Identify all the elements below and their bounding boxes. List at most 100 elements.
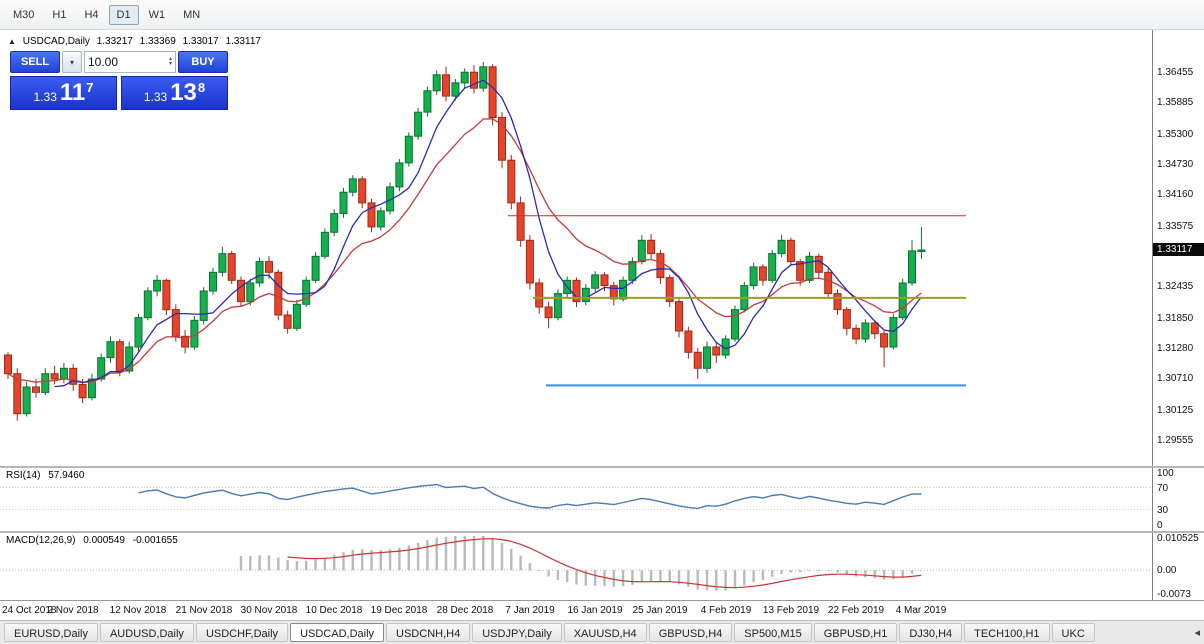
chart-tab-usdcad-daily[interactable]: USDCAD,Daily: [290, 623, 385, 642]
price-scale-label: 1.31850: [1157, 313, 1194, 324]
chart-tab-dj30-h4[interactable]: DJ30,H4: [899, 623, 963, 642]
chart-tab-usdcnh-h4[interactable]: USDCNH,H4: [386, 623, 471, 642]
chart-tabs-bar: ◂ EURUSD,Daily AUDUSD,Daily USDCHF,Daily US…: [0, 620, 1204, 644]
one-click-toggle-icon[interactable]: ▲: [8, 37, 16, 46]
spinner-up-icon[interactable]: ▴: [168, 56, 172, 62]
price-scale-label: 1.36455: [1157, 67, 1194, 78]
macd-plot[interactable]: [0, 533, 1152, 600]
chart-tab-gbpusd-h1[interactable]: GBPUSD,H1: [813, 623, 898, 642]
date-label: 13 Feb 2019: [762, 605, 820, 616]
date-label: 24 Oct 2018: [2, 605, 57, 616]
price-scale-label: 1.35300: [1157, 129, 1194, 140]
chart-tab-ukc[interactable]: UKC: [1051, 623, 1095, 642]
price-scale-label: 1.34730: [1157, 159, 1194, 170]
price-scale-label: 1.30125: [1157, 405, 1194, 416]
timeframe-button-h4[interactable]: H4: [76, 5, 106, 25]
sell-price-big: 1.33: [33, 90, 57, 104]
chart-tab-tech100-h1[interactable]: TECH100,H1: [964, 623, 1050, 642]
timeframe-button-h1[interactable]: H1: [44, 5, 74, 25]
timeframe-toolbar: M30 H1 H4 D1 W1 MN: [0, 0, 1204, 30]
date-label: 12 Nov 2018: [109, 605, 167, 616]
sell-price-sup: 7: [86, 79, 94, 95]
ohlc-low: 1.33017: [182, 36, 219, 47]
buy-price-sup: 8: [197, 79, 206, 95]
timeframe-button-d1[interactable]: D1: [108, 4, 139, 25]
price-scale-label: 1.35885: [1157, 97, 1194, 108]
rsi-plot[interactable]: [0, 468, 1152, 531]
price-scale-label: 1.33575: [1157, 221, 1194, 232]
current-price-badge: 1.33117: [1153, 243, 1204, 256]
date-label: 7 Jan 2019: [505, 605, 555, 616]
macd-label: MACD(12,26,9) 0.000549 -0.001655: [6, 535, 183, 546]
date-label: 4 Feb 2019: [700, 605, 752, 616]
rsi-name: RSI(14): [6, 470, 41, 481]
price-scale-label: 1.30710: [1157, 373, 1194, 384]
pane-splitter[interactable]: [0, 531, 1204, 533]
price-scale-label: 1.34160: [1157, 189, 1194, 200]
price-scale-label: 1.32435: [1157, 281, 1194, 292]
spinner-down-icon[interactable]: ▾: [168, 61, 172, 67]
chart-tab-eurusd-daily[interactable]: EURUSD,Daily: [4, 623, 98, 642]
rsi-value: 57.9460: [48, 470, 85, 481]
macd-scale-label: 0.010525: [1157, 533, 1199, 544]
ohlc-high: 1.33369: [139, 36, 176, 47]
macd-value: 0.000549: [83, 535, 125, 546]
macd-scale: 0.010525 0.00 -0.0073: [1152, 533, 1204, 600]
buy-price-mid: 13: [170, 79, 197, 106]
chart-tab-usdjpy-daily[interactable]: USDJPY,Daily: [472, 623, 562, 642]
buy-button[interactable]: BUY: [178, 51, 228, 73]
price-scale-label: 1.31280: [1157, 343, 1194, 354]
macd-signal-value: -0.001655: [132, 535, 178, 546]
date-label: 28 Dec 2018: [436, 605, 494, 616]
ohlc-open: 1.33217: [96, 36, 133, 47]
main-chart-pane[interactable]: ▲ USDCAD,Daily 1.33217 1.33369 1.33017 1…: [0, 30, 1152, 466]
macd-pane[interactable]: MACD(12,26,9) 0.000549 -0.001655: [0, 533, 1152, 600]
chart-tab-audusd-daily[interactable]: AUDUSD,Daily: [99, 623, 194, 642]
time-axis[interactable]: 24 Oct 2018 2 Nov 2018 12 Nov 2018 21 Nov 2…: [0, 600, 1204, 620]
volume-input[interactable]: 10.00 ▴ ▾: [84, 51, 176, 73]
date-label: 21 Nov 2018: [175, 605, 233, 616]
chevron-down-icon: ▾: [69, 57, 74, 67]
rsi-pane[interactable]: RSI(14) 57.9460: [0, 468, 1152, 531]
price-scale-label: 1.29555: [1157, 435, 1194, 446]
timeframe-button-w1[interactable]: W1: [141, 5, 174, 25]
date-label: 2 Nov 2018: [47, 605, 99, 616]
candlestick-chart[interactable]: [0, 30, 1152, 466]
buy-price-big: 1.33: [143, 90, 168, 104]
chart-tab-usdchf-daily[interactable]: USDCHF,Daily: [195, 623, 289, 642]
date-label: 10 Dec 2018: [305, 605, 363, 616]
sell-price-panel[interactable]: 1.33 11 7: [10, 76, 117, 110]
chart-ohlc-header: ▲ USDCAD,Daily 1.33217 1.33369 1.33017 1…: [8, 36, 265, 47]
volume-dropdown-button[interactable]: ▾: [62, 51, 82, 73]
date-label: 4 Mar 2019: [895, 605, 947, 616]
buy-price-panel[interactable]: 1.33 13 8: [121, 76, 228, 110]
sell-button[interactable]: SELL: [10, 51, 60, 73]
tab-scroll-left-icon[interactable]: ◂: [1194, 627, 1200, 639]
rsi-scale-label: 100: [1157, 468, 1174, 479]
date-label: 25 Jan 2019: [632, 605, 688, 616]
pane-splitter[interactable]: [0, 466, 1204, 468]
date-label: 19 Dec 2018: [370, 605, 428, 616]
timeframe-button-m30[interactable]: M30: [5, 5, 42, 25]
chart-tab-sp500-m15[interactable]: SP500,M15: [734, 623, 812, 642]
sell-price-mid: 11: [59, 79, 86, 106]
macd-name: MACD(12,26,9): [6, 535, 76, 546]
macd-scale-label: -0.0073: [1157, 589, 1191, 600]
rsi-label: RSI(14) 57.9460: [6, 470, 89, 481]
one-click-trading-panel: SELL ▾ 10.00 ▴ ▾ BUY 1.33 11 7: [10, 51, 228, 110]
date-label: 16 Jan 2019: [567, 605, 623, 616]
volume-spinner[interactable]: ▴ ▾: [168, 56, 172, 67]
rsi-scale-label: 70: [1157, 483, 1169, 494]
chart-tab-xauusd-h4[interactable]: XAUUSD,H4: [563, 623, 647, 642]
date-label: 30 Nov 2018: [240, 605, 298, 616]
chart-tab-gbpusd-h4[interactable]: GBPUSD,H4: [648, 623, 733, 642]
rsi-scale-label: 30: [1157, 505, 1169, 516]
macd-scale-label: 0.00: [1157, 565, 1177, 576]
rsi-scale: 100 70 30 0: [1152, 468, 1204, 531]
timeframe-button-mn[interactable]: MN: [175, 5, 208, 25]
ohlc-close: 1.33117: [225, 36, 261, 47]
price-scale[interactable]: 1.36455 1.35885 1.35300 1.34730 1.34160 1.335…: [1152, 30, 1204, 466]
symbol-label: USDCAD,Daily: [22, 36, 90, 47]
date-label: 22 Feb 2019: [827, 605, 885, 616]
